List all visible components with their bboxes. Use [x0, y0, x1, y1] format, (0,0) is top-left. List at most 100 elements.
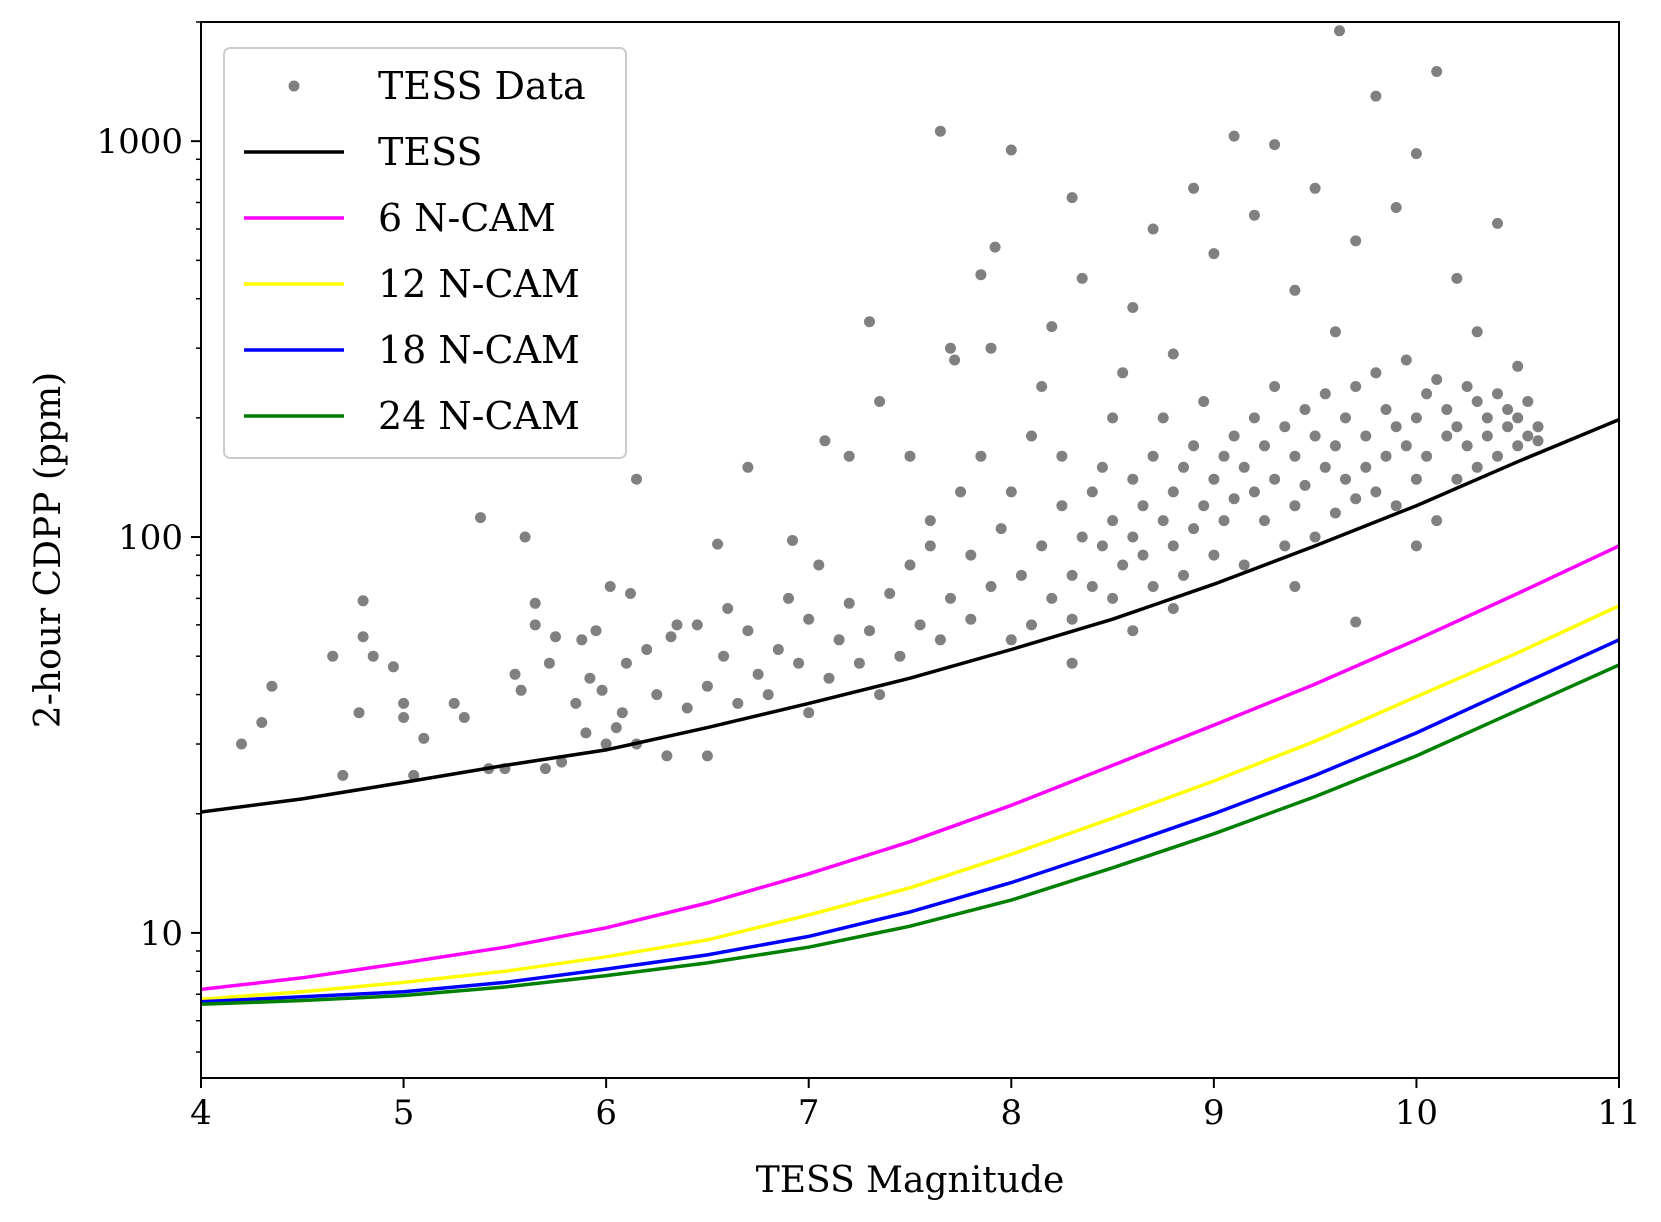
- data-point: [590, 625, 602, 637]
- data-point: [1066, 613, 1078, 625]
- data-point: [1319, 388, 1331, 400]
- data-point: [1380, 404, 1392, 415]
- data-point: [651, 689, 663, 701]
- data-point: [718, 650, 730, 662]
- data-point: [819, 435, 831, 447]
- data-point: [1127, 302, 1139, 313]
- data-point: [1410, 148, 1422, 160]
- legend-label: 6 N-CAM: [378, 196, 556, 240]
- data-point: [985, 342, 997, 354]
- data-point: [556, 756, 568, 768]
- data-point: [1289, 284, 1301, 296]
- data-point: [1086, 486, 1098, 498]
- data-point: [1117, 559, 1129, 571]
- data-point: [934, 634, 946, 646]
- data-point: [357, 595, 369, 607]
- data-point: [1208, 248, 1220, 260]
- data-point: [1279, 421, 1291, 433]
- data-point: [1259, 440, 1270, 452]
- data-point: [1309, 182, 1321, 194]
- data-point: [1198, 396, 1210, 407]
- plot-frame: [200, 21, 1620, 1079]
- data-point: [1147, 581, 1159, 592]
- x-tick-label: 7: [798, 1093, 820, 1133]
- y-tick-label: 1000: [96, 122, 183, 162]
- data-point: [665, 631, 677, 643]
- data-point: [1471, 326, 1483, 338]
- data-point: [357, 631, 369, 643]
- data-point: [955, 486, 967, 498]
- data-point: [1360, 430, 1372, 442]
- data-point: [543, 657, 555, 669]
- data-point: [1167, 348, 1179, 360]
- data-point: [353, 707, 365, 719]
- data-point: [874, 396, 886, 407]
- data-point: [1431, 515, 1443, 527]
- y-tick-label: 10: [140, 914, 183, 954]
- series-lines: [201, 417, 1619, 1007]
- data-point: [1410, 412, 1422, 424]
- data-point: [965, 549, 977, 561]
- data-point: [1026, 430, 1037, 442]
- data-point: [1410, 540, 1422, 552]
- data-point: [904, 559, 916, 571]
- data-point: [1492, 388, 1503, 400]
- data-point: [1269, 473, 1281, 485]
- data-point: [712, 538, 724, 550]
- data-point: [1066, 569, 1078, 581]
- series-line-tess: [201, 417, 1619, 814]
- data-point: [408, 769, 420, 781]
- data-point: [631, 473, 642, 485]
- data-point: [793, 657, 805, 669]
- x-tick-label: 8: [1000, 1093, 1022, 1133]
- data-point: [620, 657, 632, 669]
- data-point: [398, 697, 410, 709]
- legend: TESS Data TESS 6 N-CAM 12 N-CAM 18 N-CAM 24 N…: [223, 47, 627, 459]
- data-point: [1471, 396, 1483, 407]
- data-point: [1167, 540, 1179, 552]
- data-point: [803, 707, 815, 719]
- scatter-points: [236, 25, 1544, 781]
- data-point: [1451, 473, 1463, 485]
- data-point: [600, 738, 612, 750]
- series-line-24-n-cam: [201, 663, 1619, 1007]
- data-point: [1532, 435, 1544, 447]
- data-point: [661, 750, 673, 762]
- data-point: [1228, 130, 1240, 142]
- data-point: [1167, 603, 1179, 614]
- legend-label: 12 N-CAM: [378, 262, 580, 306]
- data-point: [1522, 396, 1534, 407]
- data-point: [924, 515, 936, 527]
- data-point: [1350, 493, 1362, 505]
- data-point: [1481, 430, 1493, 442]
- legend-marker: [288, 80, 300, 92]
- data-point: [1370, 90, 1382, 102]
- data-point: [1046, 592, 1058, 604]
- data-point: [1228, 430, 1240, 442]
- data-point: [1076, 531, 1088, 543]
- data-point: [1096, 540, 1108, 552]
- data-point: [1157, 515, 1169, 527]
- data-point: [616, 707, 628, 719]
- data-point: [1036, 381, 1048, 392]
- data-point: [1086, 581, 1098, 592]
- data-point: [1340, 412, 1351, 424]
- data-point: [1502, 421, 1514, 433]
- data-point: [995, 523, 1007, 535]
- data-point: [236, 738, 247, 750]
- data-point: [1512, 360, 1524, 372]
- data-point: [610, 722, 622, 734]
- data-point: [1279, 540, 1291, 552]
- data-point: [1370, 367, 1382, 379]
- x-tick-label: 9: [1203, 1093, 1225, 1133]
- data-point: [701, 680, 713, 692]
- data-point: [1107, 592, 1119, 604]
- data-point: [1299, 479, 1311, 491]
- data-point: [1431, 66, 1443, 77]
- data-point: [742, 625, 754, 637]
- y-tick-label: 100: [118, 518, 183, 558]
- data-point: [884, 588, 896, 599]
- data-point: [539, 763, 551, 775]
- data-point: [914, 619, 926, 631]
- data-point: [1107, 412, 1119, 424]
